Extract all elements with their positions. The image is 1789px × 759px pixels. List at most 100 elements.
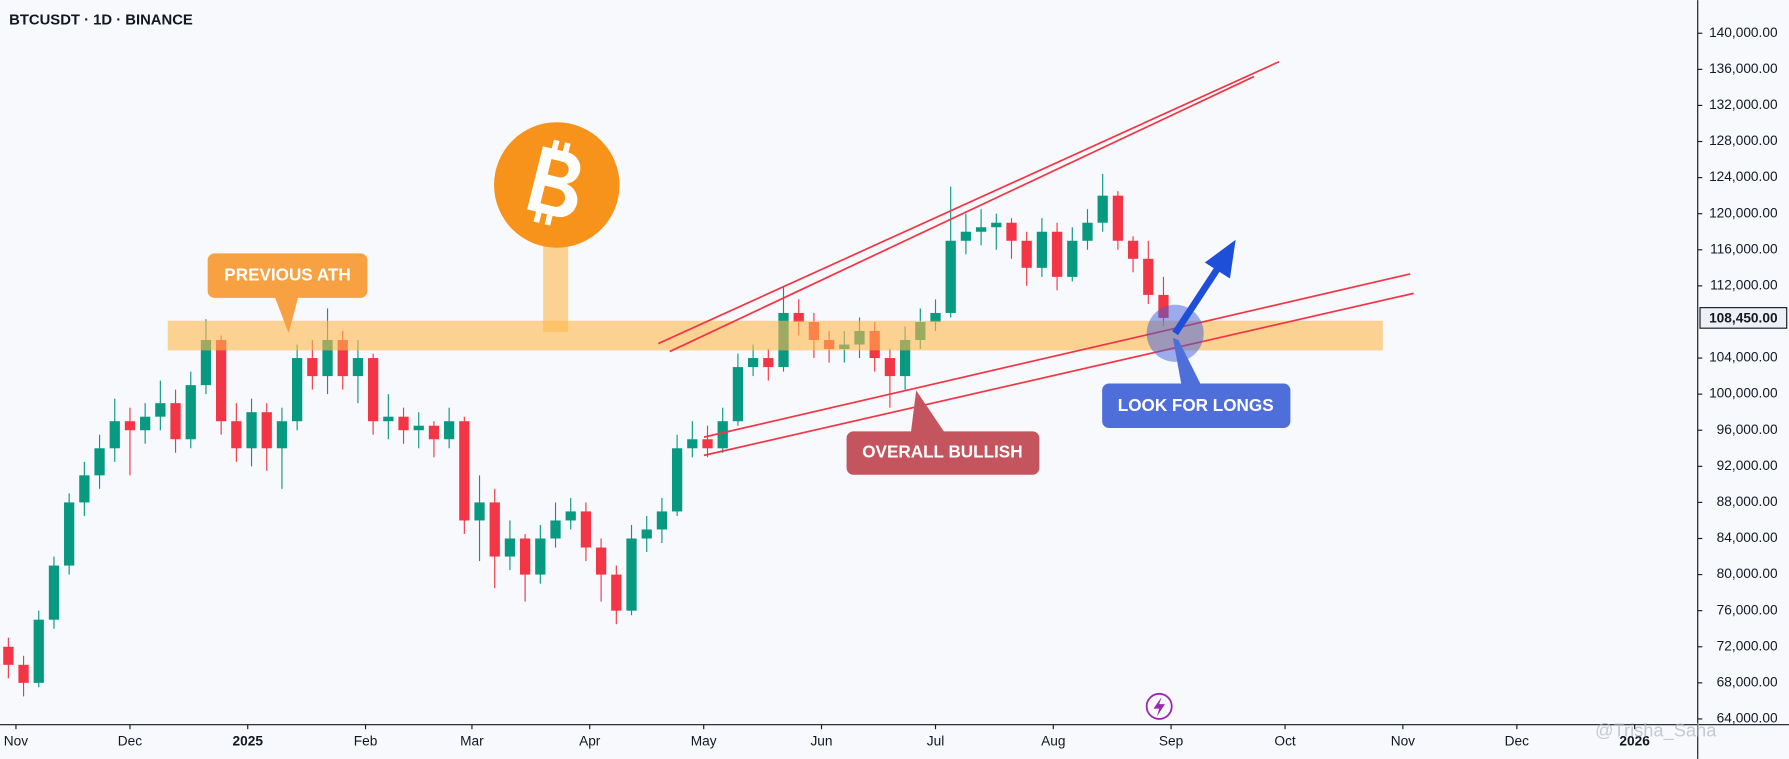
candle-body	[1158, 294, 1169, 318]
candle-body	[185, 385, 196, 440]
candle-body	[1067, 240, 1078, 277]
y-tick-label: 64,000.00	[1717, 711, 1778, 726]
x-tick-label: Jul	[927, 733, 945, 748]
candle-body	[79, 475, 90, 503]
y-tick-label: 92,000.00	[1717, 458, 1778, 473]
candle-body	[930, 312, 941, 322]
time-axis	[0, 724, 1789, 759]
candle-body	[945, 240, 956, 313]
candle-body	[170, 403, 181, 440]
candle-body	[611, 574, 622, 611]
callout-text: OVERALL BULLISH	[862, 443, 1022, 462]
candle-body	[428, 425, 440, 440]
x-tick-label: May	[691, 733, 717, 748]
candle-body	[3, 646, 14, 665]
candle-body	[565, 511, 576, 521]
y-tick-label: 68,000.00	[1717, 674, 1778, 689]
candle-body	[1051, 231, 1063, 277]
candle-body	[687, 439, 698, 449]
callout-box	[846, 431, 1040, 475]
x-tick-label: Jun	[810, 733, 832, 748]
focus-circle	[1146, 304, 1204, 362]
candle-body	[732, 367, 744, 422]
x-tick-label: Dec	[118, 733, 142, 748]
candle-body	[595, 547, 607, 575]
y-tick-label: 84,000.00	[1717, 530, 1778, 545]
candle-body	[1036, 231, 1048, 268]
axis-labels: 64,000.00 68,000.00 72,000.00 76,000.00 80,0…	[4, 25, 1788, 748]
candle-body	[1021, 240, 1032, 268]
y-tick-label: 88,000.00	[1717, 494, 1778, 509]
last-price-tag	[1699, 307, 1788, 329]
y-tick-label: 124,000.00	[1709, 169, 1778, 184]
candle-body	[884, 358, 896, 377]
candle-body	[793, 312, 804, 322]
callout-box	[207, 253, 368, 298]
candle-body	[18, 664, 29, 683]
candle-body	[322, 340, 333, 377]
candle-body	[960, 231, 972, 241]
candle-body	[140, 416, 151, 431]
candle-body	[231, 421, 242, 449]
candle-body	[626, 538, 637, 611]
candle-body	[975, 227, 987, 232]
candle-body	[292, 358, 303, 422]
candle-body	[155, 403, 166, 417]
candle-body	[702, 439, 713, 449]
candle-body	[216, 340, 227, 422]
candle-body	[519, 538, 531, 575]
candle-body	[1127, 240, 1139, 259]
candle-body	[200, 340, 212, 386]
candle-body	[261, 412, 272, 449]
x-tick-label: Oct	[1274, 733, 1295, 748]
y-tick-label: 104,000.00	[1709, 350, 1778, 365]
last-price-label: 108,450.00	[1709, 311, 1778, 326]
candle-body	[94, 448, 105, 476]
candle-body	[641, 529, 652, 539]
y-tick-label: 120,000.00	[1709, 205, 1778, 220]
candle-body	[671, 448, 683, 512]
candle-body	[307, 358, 318, 377]
y-tick-label: 96,000.00	[1717, 422, 1778, 437]
x-tick-label: 2025	[233, 733, 264, 748]
candle-body	[337, 340, 348, 377]
candle-body	[489, 502, 500, 557]
callout-text: LOOK FOR LONGS	[1118, 396, 1274, 415]
x-tick-label: Sep	[1159, 733, 1184, 748]
y-tick-label: 116,000.00	[1710, 241, 1778, 256]
watermark: @Trisha_Saha	[1595, 719, 1717, 741]
candle-body	[124, 421, 136, 431]
logo-stem	[543, 244, 569, 333]
event-icon[interactable]	[1145, 692, 1173, 720]
callout-box	[1102, 383, 1291, 428]
candle-body	[535, 538, 546, 575]
y-tick-label: 112,000.00	[1710, 277, 1778, 292]
y-tick-label: 128,000.00	[1709, 133, 1778, 148]
y-tick-label: 72,000.00	[1717, 638, 1778, 653]
event-icon-bolt	[1153, 697, 1165, 717]
x-tick-label: Nov	[1391, 733, 1415, 748]
callout-pointer	[273, 294, 299, 334]
candle-body	[368, 358, 379, 422]
x-tick-label: Feb	[354, 733, 378, 748]
candle-body	[276, 421, 288, 449]
bitcoin-symbol	[527, 139, 581, 226]
x-tick-label: Aug	[1041, 733, 1065, 748]
candle-body	[443, 421, 455, 440]
y-tick-label: 136,000.00	[1709, 61, 1778, 76]
arrow-head	[1204, 239, 1236, 279]
y-tick-label: 132,000.00	[1709, 97, 1778, 112]
x-tick-label: Mar	[460, 733, 484, 748]
candle-body	[1097, 195, 1108, 223]
y-tick-label: 80,000.00	[1717, 566, 1778, 581]
candle-body	[1082, 222, 1093, 241]
x-tick-label: 2026	[1619, 733, 1650, 748]
candle-body	[109, 421, 120, 449]
candle-body	[747, 358, 759, 368]
candle-body	[656, 511, 668, 530]
candle-body	[763, 358, 774, 368]
y-tick-label: 76,000.00	[1717, 602, 1778, 617]
trend-lines	[657, 60, 1414, 457]
